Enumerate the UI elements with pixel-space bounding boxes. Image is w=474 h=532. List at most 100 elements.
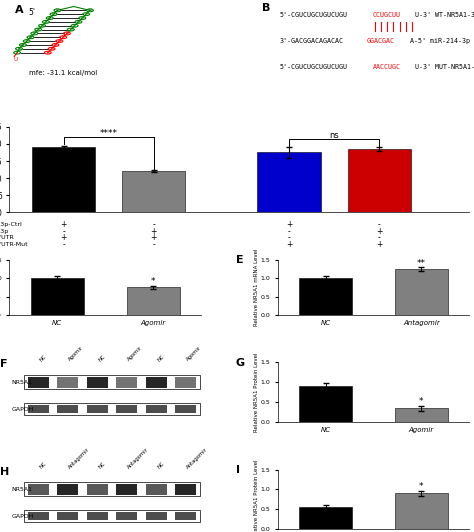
Text: C: C [73, 24, 76, 28]
Text: Antagomir: Antagomir [127, 446, 150, 470]
Y-axis label: Relative NR5A1 Protein Level: Relative NR5A1 Protein Level [254, 353, 259, 432]
Text: U-3' WT-NR5A1-3'UTR: U-3' WT-NR5A1-3'UTR [415, 12, 474, 18]
Text: A-5' miR-214-3p: A-5' miR-214-3p [410, 38, 470, 44]
Text: Agomir: Agomir [68, 345, 85, 362]
Text: C: C [85, 12, 88, 16]
Bar [27, 377, 49, 387]
Text: +: + [286, 220, 292, 229]
Text: miR-214-3p-Ctrl: miR-214-3p-Ctrl [0, 222, 22, 227]
Text: +: + [151, 227, 157, 236]
Bar [116, 512, 137, 520]
Text: *: * [419, 397, 424, 406]
Text: mfe: -31.1 kcal/mol: mfe: -31.1 kcal/mol [28, 70, 97, 76]
Text: -: - [288, 227, 291, 236]
Text: A: A [21, 43, 24, 47]
Bar [127, 287, 180, 315]
Text: U: U [54, 43, 57, 47]
Bar [146, 512, 167, 520]
Bar [57, 512, 78, 520]
Bar [175, 512, 196, 520]
Bar [31, 278, 84, 315]
Text: +: + [286, 240, 292, 250]
Text: G: G [40, 24, 44, 28]
Text: G: G [77, 20, 80, 24]
Bar [32, 147, 95, 212]
Bar [57, 405, 78, 413]
Text: NR5A1: NR5A1 [11, 487, 32, 492]
Bar [122, 171, 185, 212]
Bar [116, 377, 137, 387]
Bar [24, 510, 200, 522]
Text: E: E [236, 255, 243, 265]
Text: NC: NC [38, 354, 47, 362]
Text: GAPDH: GAPDH [11, 514, 34, 519]
Text: NR5A1-3'UTR: NR5A1-3'UTR [0, 236, 14, 240]
Text: U: U [69, 28, 72, 31]
Text: +: + [376, 240, 383, 250]
Text: G: G [88, 9, 91, 12]
Text: ****: **** [100, 129, 118, 138]
Text: I: I [236, 465, 239, 475]
Text: G: G [52, 12, 55, 16]
Text: -: - [378, 234, 381, 243]
Text: +: + [376, 227, 383, 236]
Text: NC: NC [97, 461, 106, 470]
Text: A: A [37, 28, 40, 31]
Text: H: H [0, 467, 9, 477]
Text: A: A [29, 35, 32, 39]
Text: GAPDH: GAPDH [11, 406, 34, 412]
Bar [146, 377, 167, 387]
Text: 5'-CGUCUGCUGUCUGU: 5'-CGUCUGCUGUCUGU [280, 64, 347, 70]
Text: NR5A1-3'UTR-Mut: NR5A1-3'UTR-Mut [0, 242, 28, 247]
Bar [87, 512, 108, 520]
Bar [87, 405, 108, 413]
Text: -: - [288, 234, 291, 243]
Text: B: B [263, 3, 271, 13]
Text: -: - [152, 240, 155, 250]
Bar [27, 484, 49, 495]
Bar [299, 278, 352, 315]
Text: +: + [60, 220, 67, 229]
Text: ns: ns [329, 131, 339, 140]
Text: G: G [236, 358, 245, 368]
Text: U: U [62, 35, 64, 39]
Bar [57, 484, 78, 495]
Bar [24, 375, 200, 389]
Text: C: C [25, 39, 28, 43]
Text: Antagomir: Antagomir [68, 446, 91, 470]
Text: R: R [46, 51, 49, 55]
Text: A: A [48, 16, 51, 20]
Text: CCUGCUU: CCUGCUU [373, 12, 401, 18]
Text: NC: NC [156, 461, 165, 470]
Text: +: + [151, 234, 157, 243]
Bar [87, 484, 108, 495]
Text: -: - [62, 240, 65, 250]
Text: C: C [45, 20, 47, 24]
Bar [87, 377, 108, 387]
Bar [299, 386, 352, 422]
Text: Agomir: Agomir [127, 345, 144, 362]
Bar [27, 405, 49, 413]
Bar [57, 377, 78, 387]
Bar [347, 149, 410, 212]
Text: *: * [419, 482, 424, 491]
Text: Agomir: Agomir [186, 345, 203, 362]
Text: -: - [378, 220, 381, 229]
Text: A: A [15, 5, 24, 15]
Bar [395, 494, 448, 529]
Text: -: - [62, 227, 65, 236]
Bar [395, 408, 448, 422]
Text: 5'-CGUCUGCUGUCUGU: 5'-CGUCUGCUGUCUGU [280, 12, 347, 18]
Text: F: F [0, 360, 8, 369]
Bar [175, 405, 196, 413]
Text: NC: NC [38, 461, 47, 470]
Text: miR-214-3p: miR-214-3p [0, 229, 9, 234]
Text: C: C [56, 9, 59, 12]
Bar [299, 508, 352, 529]
Y-axis label: Relative NR5A1 Protein Level: Relative NR5A1 Protein Level [254, 460, 259, 532]
Bar [175, 377, 196, 387]
Text: GGACGAC: GGACGAC [367, 38, 395, 44]
Text: G: G [58, 39, 61, 43]
Bar [27, 512, 49, 520]
Text: 3'-GACGGACAGACAC: 3'-GACGGACAGACAC [280, 38, 344, 44]
